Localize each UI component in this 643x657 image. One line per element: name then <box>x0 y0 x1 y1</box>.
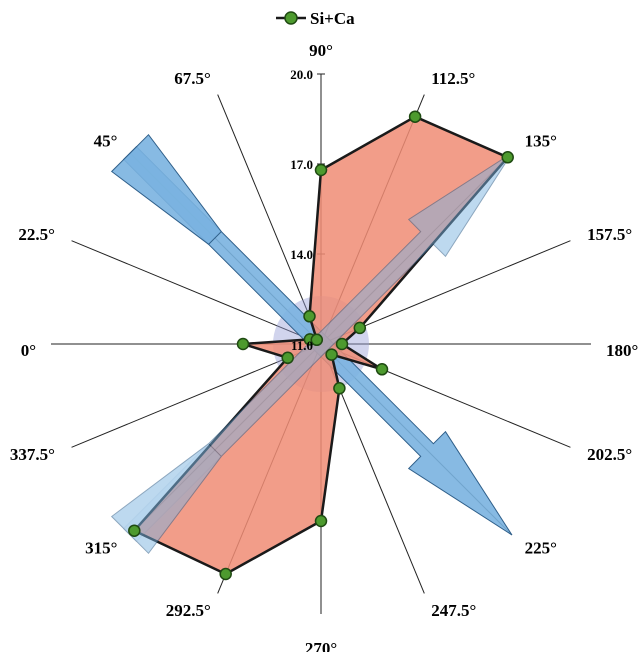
angle-label: 45° <box>94 131 118 150</box>
label-layer: 11.0 14.0 17.0 20.0 0° 22.5° 45° 67.5° 90° 112.5°… <box>10 41 638 657</box>
angle-label: 67.5° <box>174 69 211 88</box>
data-point <box>236 337 250 351</box>
radial-tick-label: 20.0 <box>290 67 313 82</box>
data-point <box>128 524 141 537</box>
angle-label: 22.5° <box>18 225 55 244</box>
trend-arrow <box>110 152 513 555</box>
angle-label: 225° <box>525 539 557 558</box>
angle-label: 247.5° <box>431 601 476 620</box>
angle-label: 270° <box>305 639 337 652</box>
data-point <box>314 514 328 528</box>
radial-tick-label: 14.0 <box>290 247 313 262</box>
radial-tick-label: 11.0 <box>291 338 313 353</box>
marker-layer <box>128 110 514 581</box>
data-point <box>335 337 349 351</box>
data-point <box>501 151 514 164</box>
angle-label: 337.5° <box>10 445 55 464</box>
angle-label: 292.5° <box>166 601 211 620</box>
legend-label: Si+Ca <box>310 9 355 28</box>
angle-label: 180° <box>606 341 638 360</box>
angle-label: 202.5° <box>587 445 632 464</box>
radial-tick-label: 17.0 <box>290 157 313 172</box>
arrow-tail <box>110 443 222 555</box>
data-point <box>314 163 328 177</box>
axis-spoke <box>71 343 322 448</box>
data-point <box>219 567 232 581</box>
angle-label: 90° <box>309 41 333 60</box>
angle-label: 0° <box>21 341 36 360</box>
angle-label: 315° <box>85 539 117 558</box>
data-point <box>375 363 389 376</box>
angle-label: 112.5° <box>431 69 475 88</box>
data-point <box>303 310 316 323</box>
data-point <box>310 333 324 347</box>
data-point <box>408 110 422 123</box>
legend-marker <box>284 11 298 25</box>
arrow-shaft-head <box>122 152 513 543</box>
legend: Si+Ca <box>276 9 355 28</box>
axis-spoke <box>217 94 322 345</box>
data-point <box>333 382 346 395</box>
data-point <box>281 351 294 365</box>
arrow-tail <box>110 133 222 245</box>
angle-label: 135° <box>525 131 557 150</box>
axis-spoke <box>71 240 322 345</box>
data-point <box>353 321 367 335</box>
data-point <box>325 348 338 361</box>
angle-label: 157.5° <box>587 225 632 244</box>
arrow-front-layer <box>110 152 513 555</box>
